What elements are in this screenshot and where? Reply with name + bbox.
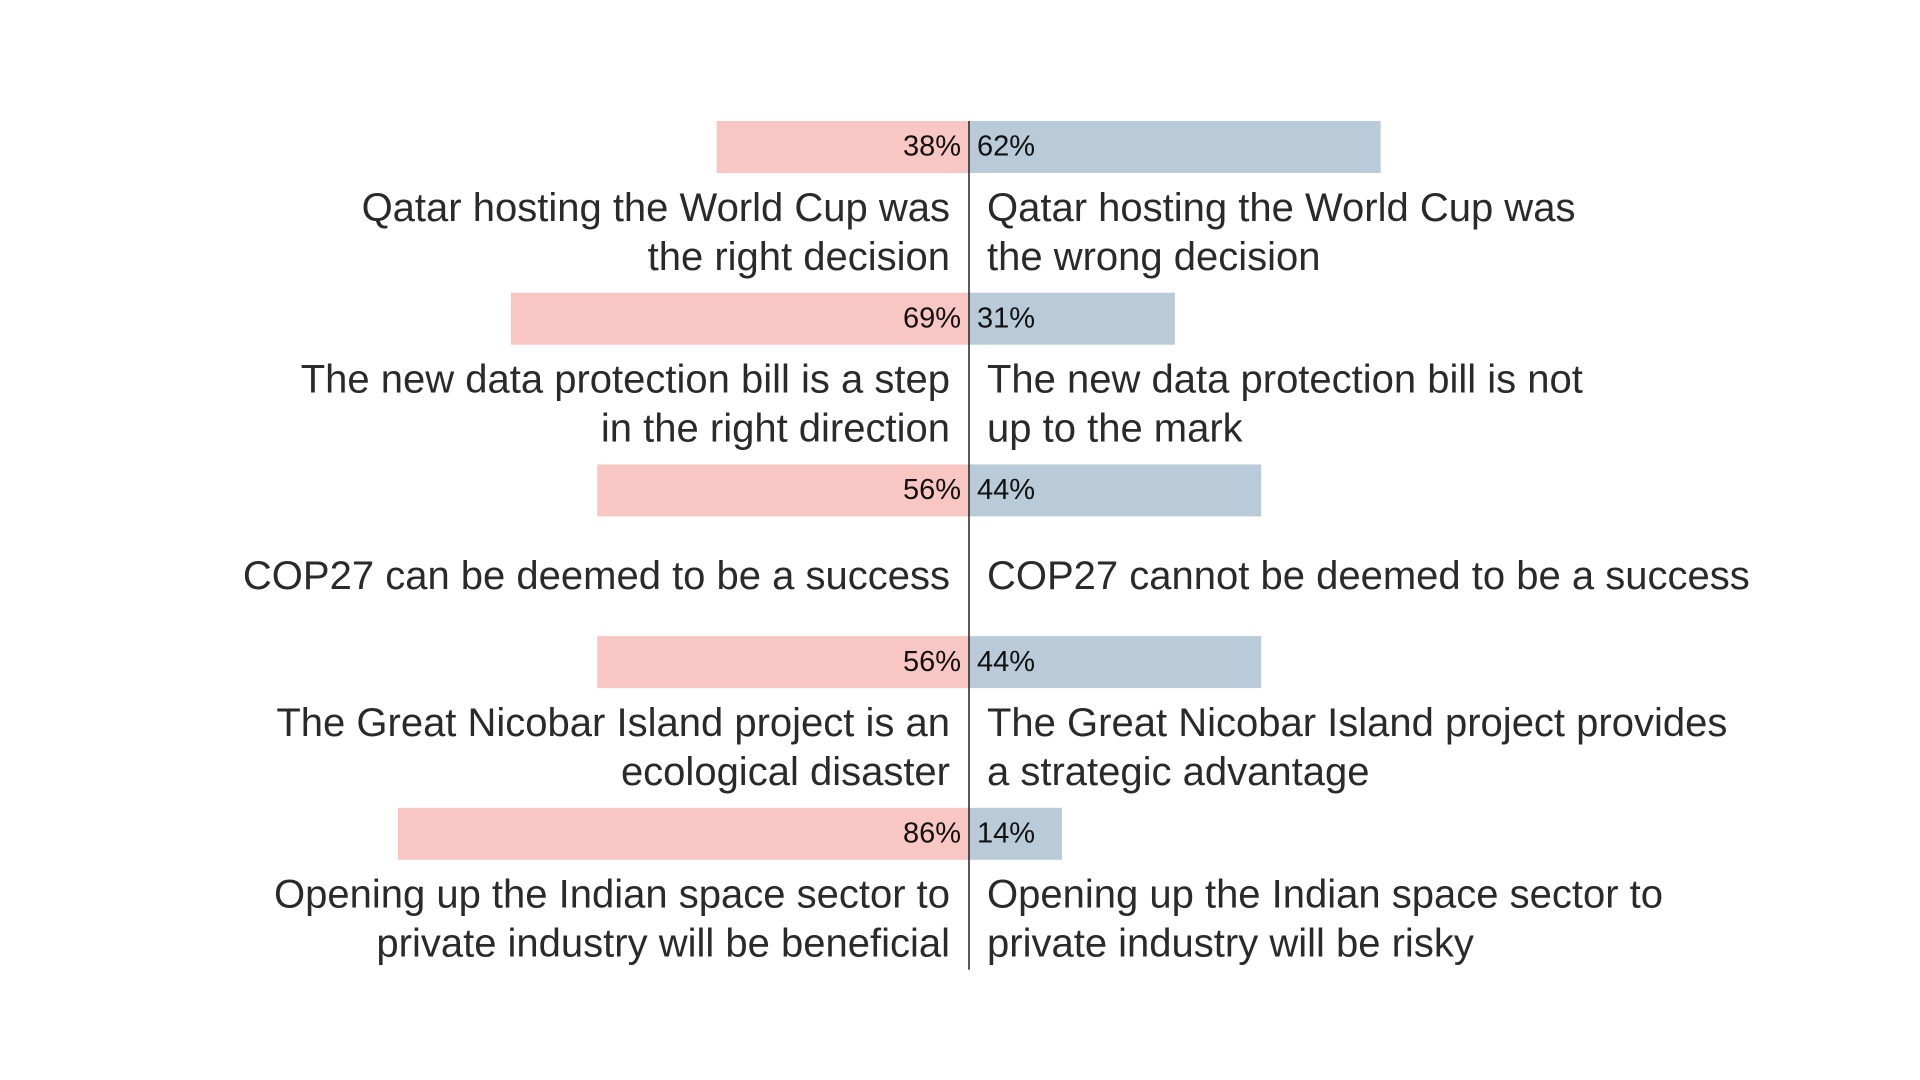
- statement: ecological disaster: [621, 750, 950, 794]
- bar: [597, 464, 969, 517]
- value-label: 44%: [977, 474, 1035, 506]
- statement: The Great Nicobar Island project is an: [276, 701, 950, 745]
- value-label: 56%: [903, 474, 961, 506]
- bar: [969, 807, 1062, 860]
- value-label: 62%: [977, 131, 1035, 163]
- statement: The Great Nicobar Island project provide…: [987, 701, 1727, 745]
- bar: [969, 464, 1262, 517]
- bar: [716, 121, 969, 173]
- bar: [969, 636, 1262, 689]
- statement: private industry will be beneficial: [376, 922, 950, 966]
- bar: [969, 292, 1175, 345]
- bar: [597, 636, 969, 689]
- value-label: 38%: [903, 131, 961, 163]
- statement: COP27 cannot be deemed to be a success: [987, 554, 1750, 598]
- statement: The new data protection bill is not: [987, 358, 1583, 402]
- value-label: 44%: [977, 646, 1035, 678]
- bar: [510, 292, 969, 345]
- statement: the wrong decision: [987, 235, 1321, 279]
- statement: Opening up the Indian space sector to: [274, 873, 950, 917]
- value-label: 69%: [903, 302, 961, 334]
- statement: in the right direction: [601, 407, 950, 451]
- value-label: 14%: [977, 817, 1035, 849]
- bar: [397, 807, 970, 860]
- value-label: 56%: [903, 646, 961, 678]
- statement: Qatar hosting the World Cup was: [987, 186, 1575, 230]
- statement: COP27 can be deemed to be a success: [243, 554, 950, 598]
- statement: up to the mark: [987, 407, 1244, 451]
- value-label: 86%: [903, 817, 961, 849]
- statement: Qatar hosting the World Cup was: [362, 186, 950, 230]
- statement: private industry will be risky: [987, 922, 1474, 966]
- statement: the right decision: [648, 235, 950, 279]
- value-label: 31%: [977, 302, 1035, 334]
- bar: [969, 121, 1381, 173]
- statement: The new data protection bill is a step: [301, 358, 950, 402]
- statement: a strategic advantage: [987, 750, 1369, 794]
- statement: Opening up the Indian space sector to: [987, 873, 1663, 917]
